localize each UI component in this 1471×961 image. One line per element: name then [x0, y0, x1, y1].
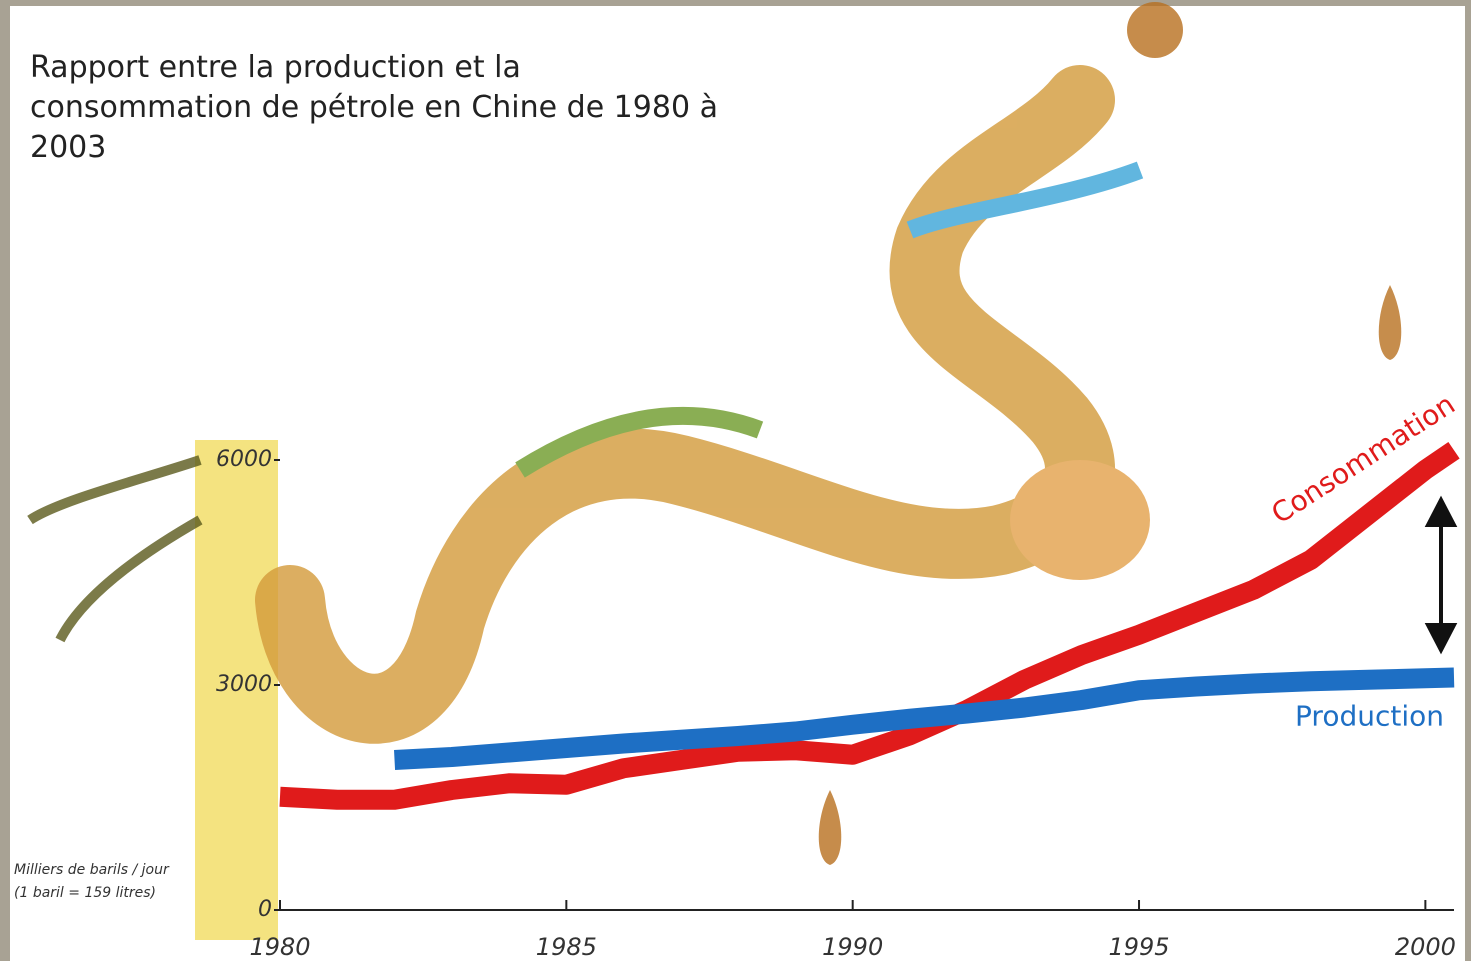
- page: 1980 1985 1990 1995 2000 0 3000 6000 Milliers de…: [0, 0, 1471, 961]
- x-tick-label: 1985: [536, 933, 597, 961]
- y-tick-label: 3000: [216, 672, 272, 697]
- y-tick-label: 6000: [216, 447, 272, 472]
- x-tick-label: 1995: [1108, 933, 1169, 961]
- y-axis-label: Milliers de barils / jour: [14, 862, 170, 878]
- series-label: Production: [1295, 700, 1444, 733]
- chart-title: Rapport entre la production et la consom…: [30, 48, 750, 168]
- x-tick-label: 1980: [249, 933, 310, 961]
- y-tick-label: 0: [258, 897, 272, 922]
- x-tick-label: 2000: [1395, 933, 1456, 961]
- x-tick-label: 1990: [822, 933, 883, 961]
- y-axis-note: (1 baril = 159 litres): [14, 885, 156, 901]
